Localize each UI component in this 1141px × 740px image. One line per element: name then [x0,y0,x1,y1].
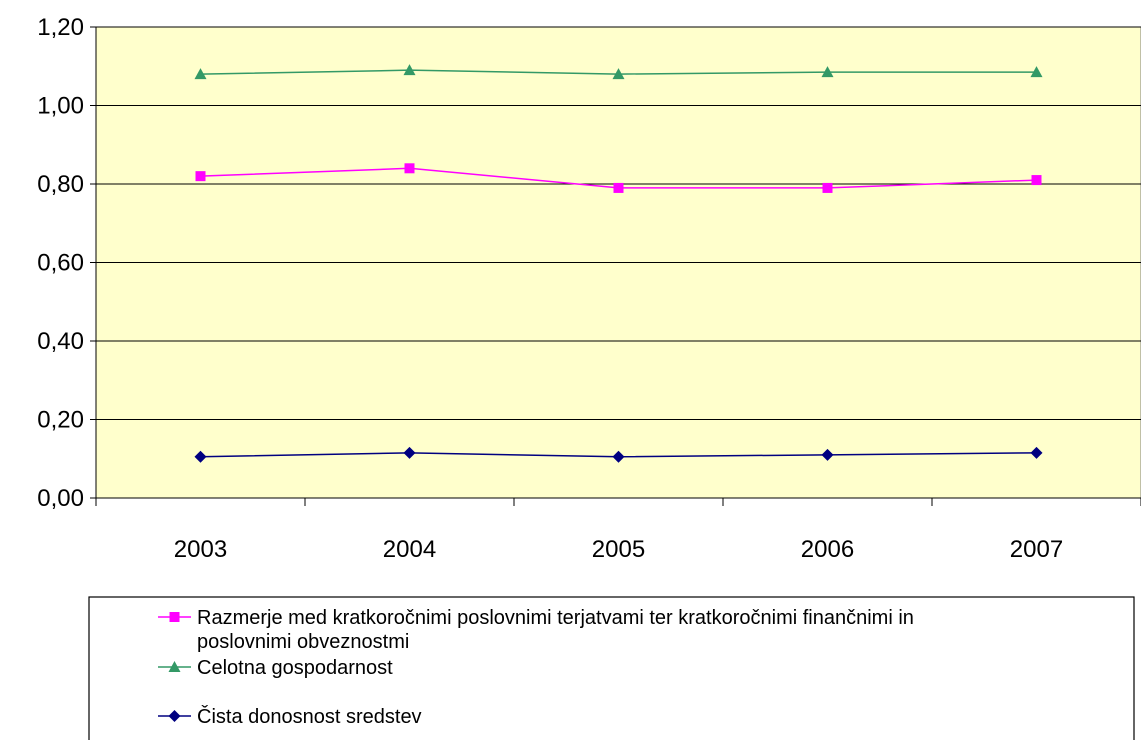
data-point-square [1031,175,1042,186]
series-triangle [194,64,1043,80]
y-tick-label: 0,80 [37,171,84,198]
data-point-triangle [194,68,207,80]
axes [90,26,1141,506]
data-point-triangle [1030,66,1043,78]
data-point-diamond [403,446,416,459]
data-point-triangle [168,661,181,672]
x-tick-label: 2005 [592,536,645,563]
x-tick-label: 2007 [1010,536,1063,563]
legend: Razmerje med kratkoročnimi poslovnimi te… [158,607,914,728]
legend-entry: Razmerje med kratkoročnimi poslovnimi te… [158,607,914,653]
series-square [195,163,1042,193]
data-point-triangle [612,68,625,80]
y-tick-label: 0,40 [37,328,84,355]
legend-label: Čista donosnost sredstev [197,705,422,728]
legend-label: Razmerje med kratkoročnimi poslovnimi te… [197,607,914,629]
legend-label: Celotna gospodarnost [197,657,393,679]
data-point-square [169,612,180,622]
data-point-square [613,182,624,193]
legend-label: poslovnimi obveznostmi [197,631,409,653]
data-point-triangle [403,64,416,76]
y-axis-tick-labels: 0,00 0,20 0,40 0,60 0,80 1,00 1,20 [37,14,84,512]
legend-entry: Čista donosnost sredstev [158,705,422,728]
y-tick-label: 0,00 [37,485,84,512]
y-tick-label: 1,20 [37,14,84,41]
data-point-square [822,182,833,193]
gridlines [96,26,1141,420]
y-tick-label: 1,00 [37,93,84,120]
x-axis-tick-labels: 2003 2004 2005 2006 2007 [174,536,1063,563]
x-tick-label: 2003 [174,536,227,563]
data-point-square [404,163,415,174]
series-diamond [194,446,1043,463]
data-point-diamond [168,710,181,722]
data-point-diamond [821,448,834,461]
legend-entry: Celotna gospodarnost [158,657,393,679]
x-tick-label: 2006 [801,536,854,563]
data-point-diamond [1030,446,1043,459]
y-tick-label: 0,60 [37,250,84,277]
data-point-diamond [194,450,207,463]
series-group [194,64,1043,463]
data-point-diamond [612,450,625,463]
y-tick-label: 0,20 [37,407,84,434]
data-point-square [195,171,206,182]
x-tick-label: 2004 [383,536,436,563]
data-point-triangle [821,66,834,78]
legend-box [88,596,1135,740]
